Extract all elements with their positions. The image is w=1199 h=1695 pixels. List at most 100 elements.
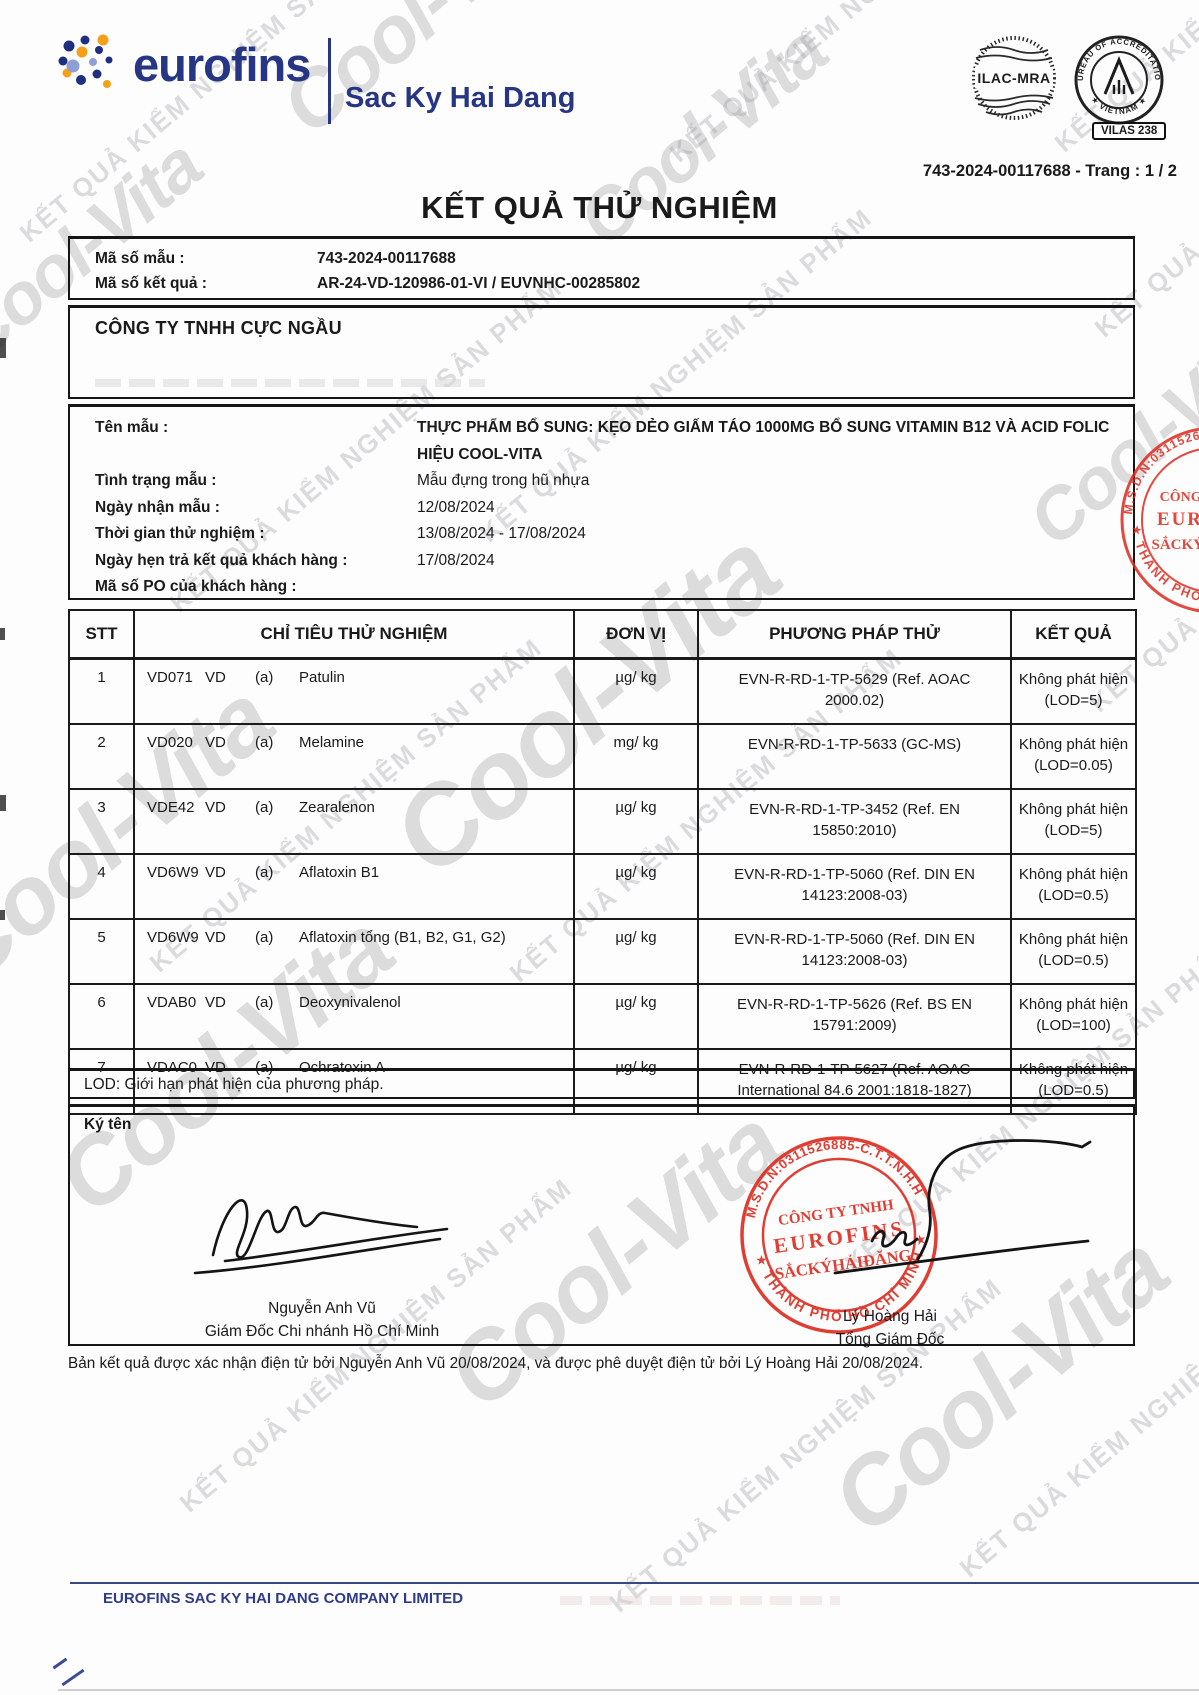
sample-field-row: Tình trạng mẫu : Mẫu đựng trong hũ nhựa bbox=[95, 468, 1133, 495]
criterion-subscript: (a) bbox=[255, 994, 274, 1011]
criterion-subscript: (a) bbox=[255, 734, 274, 751]
criterion-group: VD bbox=[205, 864, 226, 881]
right-signature-scribble bbox=[833, 1139, 1092, 1275]
sample-field-row: Thời gian thử nghiệm : 13/08/2024 - 17/08… bbox=[95, 521, 1133, 548]
sample-field-label: Thời gian thử nghiệm : bbox=[95, 525, 265, 542]
right-signer: Lý Hoàng Hải Tổng Giám Đốc bbox=[770, 1305, 1010, 1351]
lod-note-text: LOD: Giới hạn phát hiện của phương pháp. bbox=[84, 1076, 384, 1093]
scan-bottom-edge bbox=[58, 1689, 1199, 1691]
footer-rule bbox=[70, 1582, 1199, 1584]
result-lod: (LOD=0.5) bbox=[1038, 1082, 1109, 1099]
sample-field-label: Tình trạng mẫu : bbox=[95, 472, 217, 489]
cell-unit: µg/ kg bbox=[573, 657, 699, 725]
electronic-confirmation-note: Bản kết quả được xác nhận điện tử bởi Ng… bbox=[68, 1355, 923, 1372]
result-text: Không phát hiện bbox=[1018, 866, 1129, 883]
lod-note-box: LOD: Giới hạn phát hiện của phương pháp. bbox=[68, 1068, 1135, 1099]
criterion-subscript: (a) bbox=[255, 929, 274, 946]
customer-box: CÔNG TY TNHH CỰC NGẦU bbox=[68, 305, 1135, 399]
sample-field-value: 17/08/2024 bbox=[417, 551, 495, 569]
boa-ring-top-label: BUREAU OF ACCREDITATION bbox=[1073, 34, 1161, 81]
right-signer-title: Tổng Giám Đốc bbox=[835, 1331, 945, 1348]
criterion-group: VD bbox=[205, 669, 226, 686]
criterion-name: Aflatoxin B1 bbox=[299, 864, 380, 881]
cell-criterion: VD071 VD (a) Patulin bbox=[133, 657, 575, 725]
results-table-body: 1 VD071 VD (a) Patulin µg/ kg EVN-R-RD-1-TP-56… bbox=[68, 657, 1137, 1115]
cell-method: EVN-R-RD-1-TP-5060 (Ref. DIN EN 14123:20… bbox=[697, 853, 1012, 920]
result-text: Không phát hiện bbox=[1018, 801, 1129, 818]
cell-method: EVN-R-RD-1-TP-3452 (Ref. EN 15850:2010) bbox=[697, 788, 1012, 855]
criterion-name: Melamine bbox=[299, 734, 365, 751]
criterion-name: Patulin bbox=[299, 669, 345, 686]
svg-text:BUREAU OF ACCREDITATION: BUREAU OF ACCREDITATION bbox=[1073, 34, 1162, 81]
company-stamp: M.S.D.N:0311526885-C.T.T.N.H.H ★ THÀNH P… bbox=[735, 1131, 939, 1336]
cell-criterion: VDE42 VD (a) Zearalenon bbox=[133, 788, 575, 855]
col-header-method: PHƯƠNG PHÁP THỬ bbox=[697, 609, 1012, 660]
result-lod: (LOD=5) bbox=[1044, 822, 1103, 839]
criterion-group: VD bbox=[205, 1059, 226, 1076]
cell-stt: 2 bbox=[68, 723, 135, 790]
vilas-badge: VILAS 238 bbox=[1092, 122, 1167, 140]
sample-field-value bbox=[417, 574, 1117, 601]
right-signer-name: Lý Hoàng Hải bbox=[843, 1308, 937, 1325]
result-text: Không phát hiện bbox=[1018, 736, 1129, 753]
sample-field-row: Tên mẫu : THỰC PHẨM BỔ SUNG: KẸO DẺO GIẤM… bbox=[95, 415, 1133, 468]
criterion-group: VD bbox=[205, 734, 226, 751]
sample-details-box: Tên mẫu : THỰC PHẨM BỔ SUNG: KẸO DẺO GIẤM… bbox=[68, 404, 1135, 600]
result-text: Không phát hiện bbox=[1018, 931, 1129, 948]
scan-corner-mark bbox=[61, 1668, 85, 1687]
cell-unit: µg/ kg bbox=[573, 788, 699, 855]
results-table: STT CHỈ TIÊU THỬ NGHIỆM ĐƠN VỊ PHƯƠNG PH… bbox=[68, 609, 1137, 1115]
page-reference: 743-2024-00117688 - Trang : 1 / 2 bbox=[922, 162, 1177, 180]
footer-company-name: EUROFINS SAC KY HAI DANG COMPANY LIMITED bbox=[103, 1590, 464, 1607]
sample-field-value: 13/08/2024 - 17/08/2024 bbox=[417, 525, 586, 542]
criterion-group: VD bbox=[205, 799, 226, 816]
criterion-name: Zearalenon bbox=[299, 799, 375, 816]
logo-divider bbox=[328, 38, 332, 124]
sample-field-row: Ngày hẹn trả kết quả khách hàng : 17/08/2… bbox=[95, 548, 1133, 575]
division-name: Sac Ky Hai Dang bbox=[345, 82, 576, 114]
result-id-label: Mã số kết quả : bbox=[95, 275, 207, 292]
eurofins-wordmark: eurofins bbox=[133, 38, 311, 91]
criterion-name: Aflatoxin tổng (B1, B2, G1, G2) bbox=[299, 929, 506, 946]
sample-field-label: Ngày nhận mẫu : bbox=[95, 498, 220, 516]
table-row: 5 VD6W9 VD (a) Aflatoxin tổng (B1, B2, G1, G… bbox=[68, 918, 1137, 985]
header-logo: eurofins bbox=[55, 30, 332, 124]
svg-text:★ VIETNAM ★: ★ VIETNAM ★ bbox=[1089, 95, 1148, 116]
criterion-name: Deoxynivalenol bbox=[299, 994, 401, 1011]
sample-field-label: Mã số PO của khách hàng : bbox=[95, 578, 297, 595]
cell-result: Không phát hiện (LOD=0.5) bbox=[1010, 853, 1137, 920]
left-signer-title: Giám Đốc Chi nhánh Hồ Chí Minh bbox=[204, 1323, 440, 1340]
cell-unit: mg/ kg bbox=[573, 723, 699, 790]
eurofins-dots-icon bbox=[58, 34, 113, 88]
criterion-group: VD bbox=[205, 929, 226, 946]
cell-stt: 1 bbox=[68, 657, 135, 725]
criterion-code: VD6W9 bbox=[147, 929, 199, 946]
results-table-header: STT CHỈ TIÊU THỬ NGHIỆM ĐƠN VỊ PHƯƠNG PH… bbox=[68, 609, 1137, 660]
sample-field-label: Ngày hẹn trả kết quả khách hàng : bbox=[95, 551, 348, 569]
cell-stt: 7 bbox=[68, 1048, 135, 1115]
cell-unit: µg/ kg bbox=[573, 853, 699, 920]
criterion-code: VDAB0 bbox=[147, 994, 197, 1011]
result-lod: (LOD=5) bbox=[1044, 692, 1103, 709]
cell-unit: µg/ kg bbox=[573, 983, 699, 1050]
cell-result: Không phát hiện (LOD=100) bbox=[1010, 983, 1137, 1050]
cell-criterion: VDAB0 VD (a) Deoxynivalenol bbox=[133, 983, 575, 1050]
criterion-name: Ochratoxin A bbox=[299, 1059, 385, 1076]
table-row: 6 VDAB0 VD (a) Deoxynivalenol µg/ kg EVN-R-RD-… bbox=[68, 983, 1137, 1050]
cell-result: Không phát hiện (LOD=0.05) bbox=[1010, 723, 1137, 790]
certification-marks: ILAC-MRA BUREAU OF ACCREDITATION ★ VIETN… bbox=[972, 34, 1165, 126]
accreditation-seal-icon: BUREAU OF ACCREDITATION ★ VIETNAM ★ bbox=[1073, 34, 1164, 125]
scan-corner-mark bbox=[52, 1657, 68, 1670]
ilac-mra-label: ILAC-MRA bbox=[977, 70, 1050, 86]
sample-id-label: Mã số mẫu : bbox=[95, 250, 185, 267]
table-row: 2 VD020 VD (a) Melamine mg/ kg EVN-R-RD-1-TP-5… bbox=[68, 723, 1137, 790]
ilac-mra-seal-icon: ILAC-MRA bbox=[972, 36, 1056, 120]
cell-result: Không phát hiện (LOD=0.5) bbox=[1010, 918, 1137, 985]
result-lod: (LOD=0.5) bbox=[1038, 952, 1109, 969]
sample-field-value: THỰC PHẨM BỔ SUNG: KẸO DẺO GIẤM TÁO 1000… bbox=[417, 419, 1110, 463]
svg-text:★ THÀNH PHỐ: ★ THÀNH PHỐ bbox=[1129, 524, 1199, 605]
cell-method: EVN-R-RD-1-TP-5629 (Ref. AOAC 2000.02) bbox=[697, 657, 1012, 725]
scan-edge-mark bbox=[0, 628, 5, 640]
